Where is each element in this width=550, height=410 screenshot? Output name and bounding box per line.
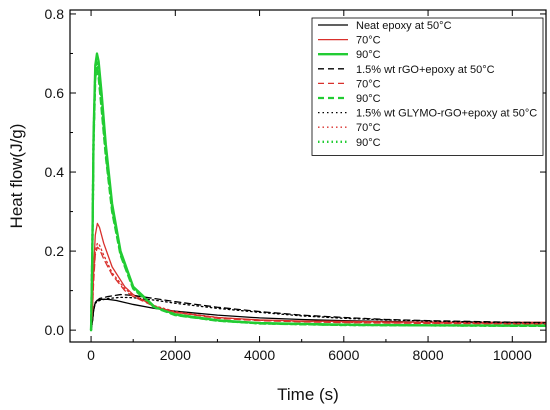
legend-label: 70°C xyxy=(356,122,381,134)
series-line-8 xyxy=(90,242,546,331)
legend-label: Neat epoxy at 50°C xyxy=(356,20,452,32)
y-axis: 0.0 0.2 0.4 0.6 0.8 xyxy=(45,6,546,338)
x-tick-label: 4000 xyxy=(244,347,275,363)
legend-label: 90°C xyxy=(356,49,381,61)
y-tick-label: 0.6 xyxy=(45,85,65,101)
legend-label: 70°C xyxy=(356,35,381,47)
legend-label: 1.5% wt GLYMO-rGO+epoxy at 50°C xyxy=(356,108,537,120)
x-tick-label: 0 xyxy=(87,347,95,363)
x-axis-title: Time (s) xyxy=(277,385,339,404)
plot-frame xyxy=(69,9,547,343)
series-line-9 xyxy=(89,60,546,332)
y-tick-label: 0.8 xyxy=(45,6,65,22)
x-tick-label: 2000 xyxy=(160,347,191,363)
series-lines xyxy=(89,52,546,332)
series-line-4 xyxy=(90,293,546,331)
y-tick-label: 0.4 xyxy=(45,164,65,180)
legend-label: 90°C xyxy=(356,137,381,149)
x-tick-label: 8000 xyxy=(412,347,443,363)
legend: Neat epoxy at 50°C 70°C 90°C 1.5% wt rGO+ep… xyxy=(311,17,544,156)
legend-label: 90°C xyxy=(356,93,381,105)
series-line-5 xyxy=(90,246,546,331)
x-axis: 0 2000 4000 6000 8000 10000 xyxy=(87,10,532,363)
series-line-7 xyxy=(90,296,546,331)
y-tick-label: 0.2 xyxy=(45,243,65,259)
y-axis-title: Heat flow(J/g) xyxy=(7,124,26,229)
y-tick-label: 0.0 xyxy=(45,322,65,338)
x-tick-label: 10000 xyxy=(493,347,532,363)
legend-label: 70°C xyxy=(356,78,381,90)
legend-box xyxy=(311,17,544,156)
legend-label: 1.5% wt rGO+epoxy at 50°C xyxy=(356,64,495,76)
series-line-2 xyxy=(90,222,546,331)
x-tick-label: 6000 xyxy=(328,347,359,363)
